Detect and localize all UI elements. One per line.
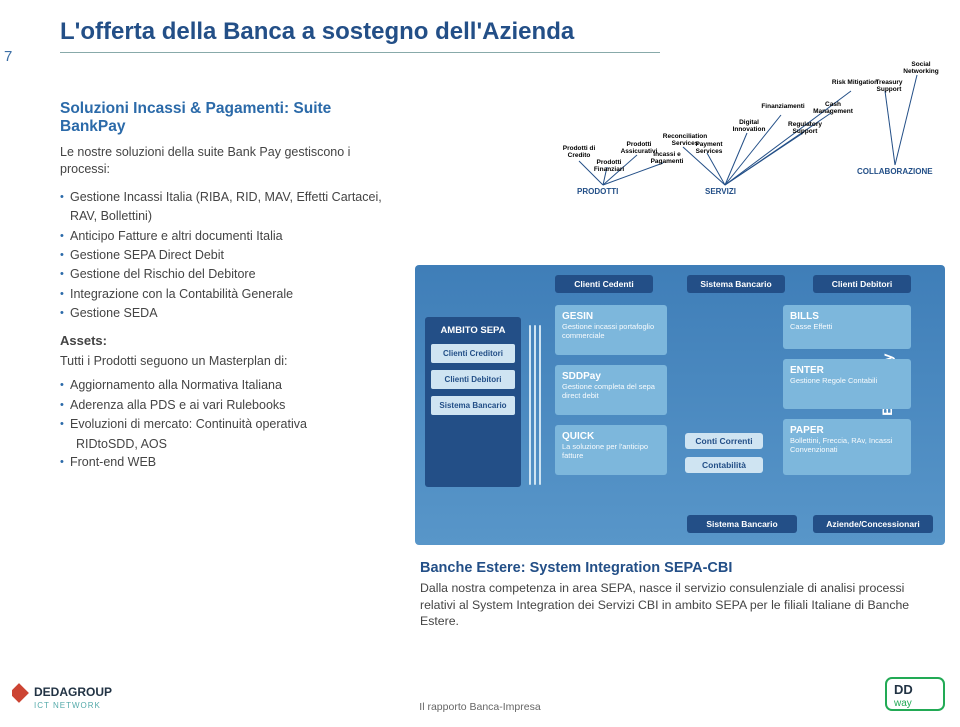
- bullet-item: Aggiornamento alla Normativa Italiana: [60, 376, 400, 395]
- bullet-list-a: Gestione Incassi Italia (RIBA, RID, MAV,…: [60, 188, 400, 324]
- panel-title: GESIN: [562, 311, 660, 322]
- tree-leaf: Treasury Support: [865, 79, 913, 93]
- panel-paper: PAPER Bollettini, Freccia, RAv, Incassi …: [783, 419, 911, 475]
- panel-title: ENTER: [790, 365, 904, 376]
- ambito-chip: Clienti Debitori: [431, 370, 515, 389]
- bullet-item: Gestione SEPA Direct Debit: [60, 246, 400, 265]
- top-chip: Sistema Bancario: [687, 275, 785, 293]
- panel-enter: ENTER Gestione Regole Contabili: [783, 359, 911, 409]
- left-column: Soluzioni Incassi & Pagamenti: Suite Ban…: [60, 100, 400, 473]
- assets-label: Assets:: [60, 333, 400, 348]
- panel-sub: Gestione Regole Contabili: [790, 377, 904, 386]
- tree-leaf: Regulatory Support: [781, 121, 829, 135]
- top-chip: Clienti Debitori: [813, 275, 911, 293]
- panel-sddpay: SDDPay Gestione completa del sepa direct…: [555, 365, 667, 415]
- bottom-chip: Sistema Bancario: [687, 515, 797, 533]
- panel-sub: Gestione incassi portafoglio commerciale: [562, 323, 660, 340]
- panel-title: SDDPay: [562, 371, 660, 382]
- tree-leaf: Payment Services: [685, 141, 733, 155]
- page-title: L'offerta della Banca a sostegno dell'Az…: [60, 18, 574, 46]
- tree-leaf: Cash Management: [809, 101, 857, 115]
- tree-leaf: Social Networking: [897, 61, 945, 75]
- footer-caption: Il rapporto Banca-Impresa: [419, 701, 540, 713]
- bullet-item: Gestione del Rischio del Debitore: [60, 265, 400, 284]
- bullet-item: Gestione Incassi Italia (RIBA, RID, MAV,…: [60, 188, 400, 227]
- ambito-chip: Clienti Creditori: [431, 344, 515, 363]
- svg-text:DD: DD: [894, 682, 913, 697]
- logo-ddway: DD way: [884, 676, 946, 717]
- tree-leaf: Digital Innovation: [725, 119, 773, 133]
- bottom-heading: Banche Estere: System Integration SEPA-C…: [420, 560, 940, 576]
- ambito-title: AMBITO SEPA: [431, 325, 515, 336]
- bullet-item: Integrazione con la Contabilità Generale: [60, 285, 400, 304]
- tree-leaf: Prodotti di Credito: [555, 145, 603, 159]
- intro-line2: processi:: [60, 162, 110, 176]
- tree-leaf: Incassi e Pagamenti: [643, 151, 691, 165]
- mini-chip: Contabilità: [685, 457, 763, 473]
- bullet-item: Evoluzioni di mercato: Continuità operat…: [60, 415, 400, 434]
- panel-gesin: GESIN Gestione incassi portafoglio comme…: [555, 305, 667, 355]
- section-subhead: Soluzioni Incassi & Pagamenti: Suite Ban…: [60, 100, 400, 136]
- bullet-list-c: Front-end WEB: [60, 453, 400, 472]
- bottom-chip: Aziende/Concessionari: [813, 515, 933, 533]
- top-chip: Clienti Cedenti: [555, 275, 653, 293]
- panel-sub: Gestione completa del sepa direct debit: [562, 383, 660, 400]
- logo-dedagroup: DEDAGROUP ICT NETWORK: [12, 682, 132, 719]
- bullet-item: Anticipo Fatture e altri documenti Itali…: [60, 227, 400, 246]
- indent-line: RIDtoSDD, AOS: [76, 435, 400, 454]
- bullet-item: Front-end WEB: [60, 453, 400, 472]
- svg-text:way: way: [893, 698, 912, 709]
- masterplan-intro: Tutti i Prodotti seguono un Masterplan d…: [60, 354, 400, 368]
- panel-sub: La soluzione per l'anticipo fatture: [562, 443, 660, 460]
- tree-leaf: Finanziamenti: [759, 103, 807, 110]
- ambito-chip: Sistema Bancario: [431, 396, 515, 415]
- dotted-connector: [527, 325, 545, 485]
- bullet-item: Gestione SEDA: [60, 304, 400, 323]
- tree-root-servizi: SERVIZI: [705, 188, 736, 197]
- tree-leaf: Prodotti Finanziari: [585, 159, 633, 173]
- page-number: 7: [4, 48, 12, 65]
- svg-text:DEDAGROUP: DEDAGROUP: [34, 685, 112, 699]
- intro-line1: Le nostre soluzioni della suite Bank Pay…: [60, 145, 350, 159]
- ambito-panel: AMBITO SEPA Clienti Creditori Clienti De…: [425, 317, 521, 487]
- bullet-item: Aderenza alla PDS e ai vari Rulebooks: [60, 396, 400, 415]
- service-tree: Prodotti di Credito Prodotti Finanziari …: [555, 55, 955, 230]
- svg-text:ICT NETWORK: ICT NETWORK: [34, 701, 101, 710]
- panel-quick: QUICK La soluzione per l'anticipo fattur…: [555, 425, 667, 475]
- panel-title: QUICK: [562, 431, 660, 442]
- panel-bills: BILLS Casse Effetti: [783, 305, 911, 349]
- panel-title: PAPER: [790, 425, 904, 436]
- panel-title: BILLS: [790, 311, 904, 322]
- panel-sub: Casse Effetti: [790, 323, 904, 332]
- tree-root-prodotti: PRODOTTI: [577, 188, 618, 197]
- panel-sub: Bollettini, Freccia, RAv, Incassi Conven…: [790, 437, 904, 454]
- bottom-text-block: Banche Estere: System Integration SEPA-C…: [420, 560, 940, 630]
- bullet-list-b: Aggiornamento alla Normativa ItalianaAde…: [60, 376, 400, 434]
- bottom-paragraph: Dalla nostra competenza in area SEPA, na…: [420, 580, 940, 630]
- tree-root-collab: COLLABORAZIONE: [857, 168, 933, 177]
- mini-chip: Conti Correnti: [685, 433, 763, 449]
- intro-text: Le nostre soluzioni della suite Bank Pay…: [60, 144, 400, 178]
- suite-diagram: Suite BankPay Clienti Cedenti Sistema Ba…: [415, 265, 945, 545]
- title-underline: [60, 52, 660, 53]
